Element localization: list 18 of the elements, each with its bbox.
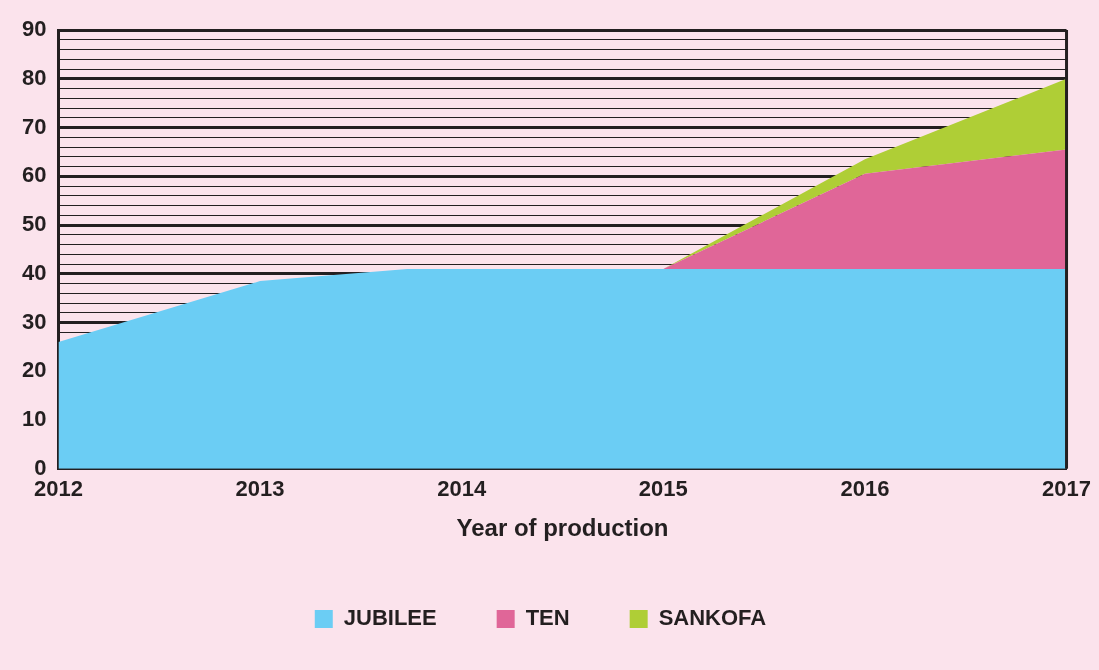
legend-label: JUBILEE [343, 605, 437, 631]
y-tick-label: 30 [21, 308, 47, 334]
y-tick-label: 10 [21, 406, 47, 432]
x-axis-title: Year of production [456, 514, 669, 542]
x-tick-label: 2015 [638, 476, 688, 502]
x-tick-label: 2017 [1042, 476, 1092, 502]
y-tick-label: 80 [21, 64, 47, 90]
legend-label: TEN [525, 605, 570, 631]
legend-label: SANKOFA [658, 605, 767, 631]
y-tick-label: 70 [21, 113, 47, 139]
y-tick-label: 20 [21, 357, 47, 383]
x-tick-label: 2014 [437, 476, 487, 502]
y-tick-label: 50 [21, 211, 47, 237]
x-tick-label: 2013 [235, 476, 285, 502]
x-tick-label: 2016 [840, 476, 890, 502]
y-tick-label: 60 [21, 162, 47, 188]
y-tick-label: 90 [21, 16, 47, 42]
y-tick-label: 40 [21, 259, 47, 285]
